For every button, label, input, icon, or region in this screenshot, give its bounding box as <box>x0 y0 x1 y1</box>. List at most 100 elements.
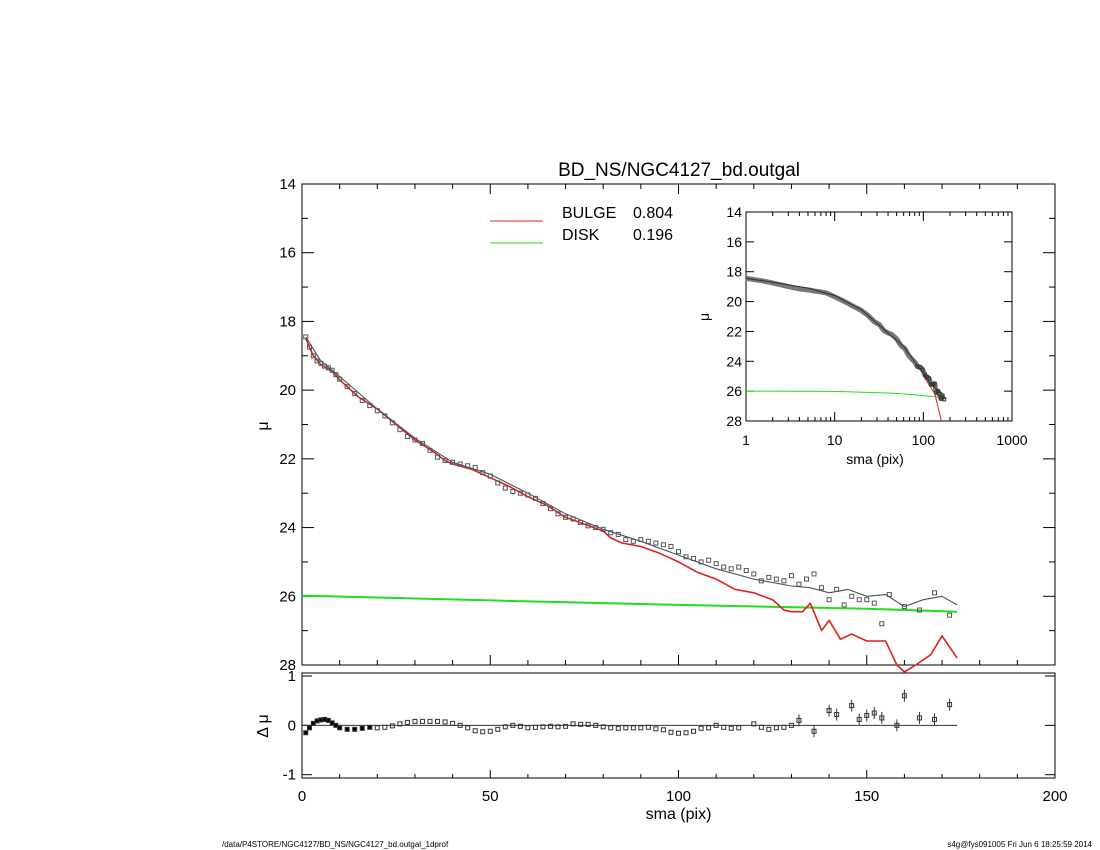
data-point <box>864 597 870 603</box>
residual-point <box>698 725 704 731</box>
data-point <box>886 592 892 598</box>
residual-point <box>932 716 938 722</box>
data-point <box>344 384 350 390</box>
disk-profile-line <box>301 594 958 613</box>
inset-disk-line <box>745 390 945 399</box>
residual-point <box>593 722 599 728</box>
data-point <box>736 564 742 570</box>
inset-y-tick-label: 24 <box>726 353 742 369</box>
data-point <box>389 420 395 426</box>
data-point <box>856 597 862 603</box>
inset-data-point <box>942 397 947 402</box>
data-point <box>570 516 576 522</box>
data-point <box>841 602 847 608</box>
residual-point <box>510 722 516 728</box>
residual-point <box>457 722 463 728</box>
data-point <box>307 344 313 350</box>
legend-name-bulge: BULGE <box>562 205 616 222</box>
residual-point <box>683 730 689 736</box>
residual-point <box>826 708 832 714</box>
residual-point <box>773 725 779 731</box>
data-point <box>630 538 636 544</box>
data-point <box>457 461 463 467</box>
data-point <box>303 334 309 340</box>
data-point <box>653 540 659 546</box>
residual-point <box>871 710 877 716</box>
data-point <box>419 440 425 446</box>
data-point <box>932 590 938 596</box>
chart-title: BD_NS/NGC4127_bd.outgal <box>558 160 800 181</box>
data-point <box>871 600 877 606</box>
data-point <box>578 519 584 525</box>
residual-point <box>901 693 907 699</box>
residual-point <box>849 703 855 709</box>
y-tick-label: 28 <box>279 657 296 674</box>
data-point <box>758 578 764 584</box>
inset-data-point <box>920 367 925 372</box>
x-tick-label: 0 <box>298 788 306 805</box>
residual-point <box>547 723 553 729</box>
residual-y-tick-label: -1 <box>283 767 296 784</box>
x-tick-label: 100 <box>666 788 691 805</box>
data-point <box>615 531 621 537</box>
data-point <box>849 593 855 599</box>
residual-point <box>337 725 343 731</box>
data-point <box>593 525 599 531</box>
residual-point <box>525 725 531 731</box>
data-point <box>404 434 410 440</box>
residual-point <box>879 715 885 721</box>
residual-point <box>352 726 358 732</box>
residual-point <box>630 725 636 731</box>
data-point <box>645 538 651 544</box>
residual-point <box>691 728 697 734</box>
data-point <box>310 353 316 359</box>
inset-y-axis-label: μ <box>696 313 712 321</box>
y-tick-label: 18 <box>279 313 296 330</box>
residual-point <box>570 721 576 727</box>
residual-point <box>344 726 350 732</box>
inset-data-point <box>927 376 932 381</box>
data-point <box>638 537 644 543</box>
inset-x-tick-label: 1000 <box>996 432 1027 448</box>
x-tick-label: 50 <box>482 788 499 805</box>
data-point <box>668 543 674 549</box>
data-point <box>721 564 727 570</box>
data-point <box>337 376 343 382</box>
data-point <box>706 557 712 563</box>
residual-point <box>585 721 591 727</box>
y-tick-label: 16 <box>279 245 296 262</box>
data-point <box>691 555 697 561</box>
inset-y-tick-label: 16 <box>726 234 742 250</box>
data-point <box>450 459 456 465</box>
data-point <box>359 397 365 403</box>
residual-point <box>788 722 794 728</box>
inset-y-tick-label: 18 <box>726 264 742 280</box>
residual-point <box>615 725 621 731</box>
residual-point <box>307 725 313 731</box>
data-point <box>834 586 840 592</box>
residual-point <box>578 721 584 727</box>
residual-point <box>758 724 764 730</box>
residual-point <box>856 716 862 722</box>
residual-point <box>563 723 569 729</box>
footer-file-path: /data/P4STORE/NGC4127/BD_NS/NGC4127_bd.o… <box>222 840 449 849</box>
data-point <box>698 559 704 565</box>
residual-point <box>472 728 478 734</box>
data-point <box>751 571 757 577</box>
inset-data-point <box>937 392 942 397</box>
data-point <box>796 581 802 587</box>
residual-point <box>751 721 757 727</box>
residual-point <box>303 730 309 736</box>
inset-y-tick-label: 22 <box>726 323 742 339</box>
data-point <box>819 585 825 591</box>
inset-y-tick-label: 28 <box>726 413 742 429</box>
residual-point <box>382 724 388 730</box>
inset-plot-frame <box>745 211 1013 422</box>
data-point <box>901 604 907 610</box>
footer-timestamp: s4g@fys091005 Fri Jun 6 18:25:59 2014 <box>947 840 1092 849</box>
inset-data-point <box>918 365 923 370</box>
residual-point <box>728 725 734 731</box>
residual-point <box>796 717 802 723</box>
